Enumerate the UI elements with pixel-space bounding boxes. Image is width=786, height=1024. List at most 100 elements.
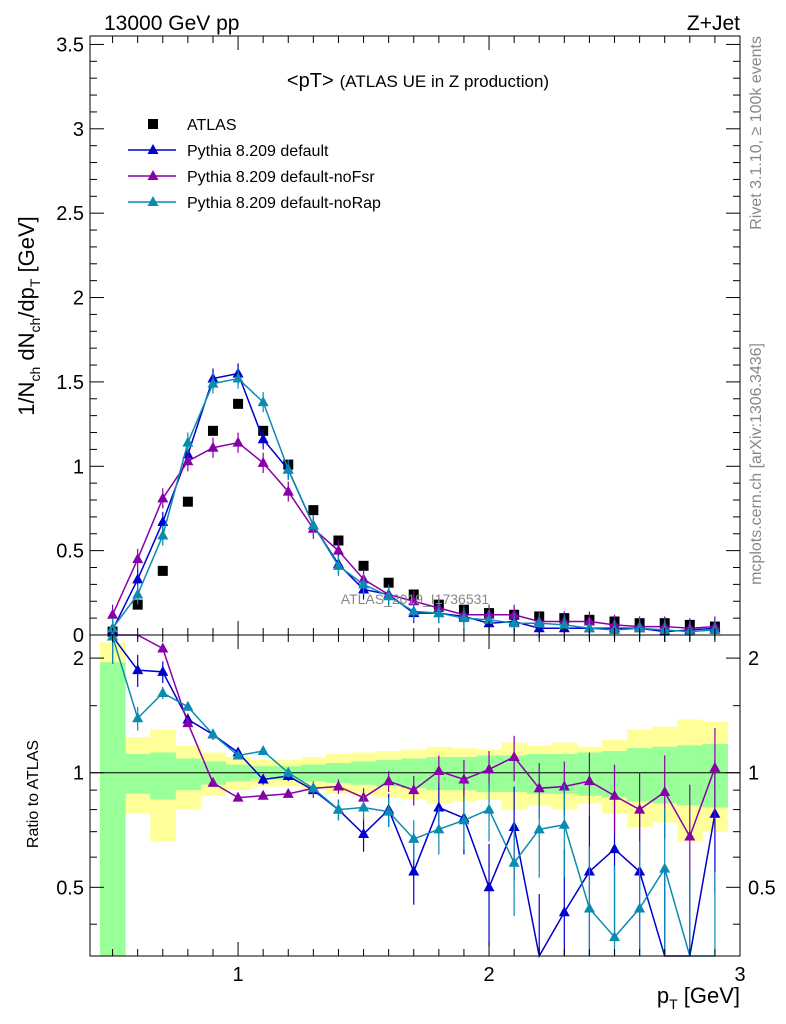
x-tick-label: 3 xyxy=(734,964,745,986)
series-point xyxy=(182,436,194,447)
series-point xyxy=(408,595,420,606)
uncertainty-band-green xyxy=(175,758,201,791)
series-point xyxy=(282,463,294,474)
main-y-tick-label: 2 xyxy=(73,288,84,310)
ratio-point xyxy=(609,789,621,800)
ratio-point xyxy=(207,728,219,739)
ratio-y-tick-label-right: 1 xyxy=(748,763,759,785)
ratio-point xyxy=(709,761,721,772)
ratio-point xyxy=(634,803,646,814)
ratio-point xyxy=(609,931,621,942)
ratio-point xyxy=(533,823,545,834)
atlas-data-point xyxy=(157,565,168,576)
ratio-point xyxy=(232,749,244,760)
series-point xyxy=(132,553,144,564)
ratio-point xyxy=(684,830,696,841)
series-point xyxy=(383,590,395,601)
series-point xyxy=(282,485,294,496)
ratio-point xyxy=(483,803,495,814)
legend-marker-triangle xyxy=(147,170,159,180)
legend-marker-triangle xyxy=(147,144,159,154)
series-point xyxy=(232,436,244,447)
series-point xyxy=(483,613,495,624)
ratio-point xyxy=(408,865,420,876)
series-point xyxy=(408,605,420,616)
ratio-point xyxy=(609,843,621,854)
series-point xyxy=(583,622,595,633)
ratio-point xyxy=(508,750,520,761)
ratio-point xyxy=(257,773,269,784)
ratio-point xyxy=(182,717,194,728)
ratio-point xyxy=(132,712,144,723)
ratio-y-tick-label-right: 0.5 xyxy=(748,877,776,899)
ratio-point xyxy=(132,664,144,675)
series-point xyxy=(433,607,445,618)
ratio-point xyxy=(182,700,194,711)
atlas-data-point xyxy=(182,496,193,507)
ratio-point xyxy=(307,782,319,793)
ratio-point xyxy=(634,902,646,913)
atlas-data-point xyxy=(383,577,394,588)
main-ylabel: 1/Nch dNch/dpT [GeV] xyxy=(14,216,43,416)
ratio-point xyxy=(659,785,671,796)
ratio-point xyxy=(257,745,269,756)
ratio-ylabel: Ratio to ATLAS xyxy=(25,740,42,848)
side-label-top: Rivet 3.1.10, ≥ 100k events xyxy=(748,36,765,230)
ratio-panel: 0.5 0.5 1 1 2 2 1 2 3 Ratio to ATLAS pT [GeV] xyxy=(25,630,776,1012)
main-y-tick-label: 0.5 xyxy=(56,541,84,563)
ratio-point xyxy=(533,782,545,793)
series-point xyxy=(257,433,269,444)
ratio-point xyxy=(558,818,570,829)
ratio-point xyxy=(583,775,595,786)
main-title-sub: (ATLAS UE in Z production) xyxy=(340,72,549,91)
ratio-point xyxy=(433,801,445,812)
ratio-point xyxy=(433,823,445,834)
header-left: 13000 GeV pp xyxy=(104,12,239,35)
series-point xyxy=(257,456,269,467)
series-point xyxy=(332,544,344,555)
ratio-point xyxy=(358,828,370,839)
ratio-point xyxy=(408,832,420,843)
series-point xyxy=(157,529,169,540)
ratio-point xyxy=(458,814,470,825)
series-point xyxy=(508,617,520,628)
series-point xyxy=(207,377,219,388)
main-y-tick-label: 0 xyxy=(73,625,84,647)
ratio-point xyxy=(383,775,395,786)
series-point xyxy=(634,622,646,633)
series-point xyxy=(132,588,144,599)
ratio-point xyxy=(157,642,169,653)
legend-marker-triangle xyxy=(147,196,159,206)
legend-label: ATLAS xyxy=(187,117,237,134)
series-point xyxy=(107,622,119,633)
atlas-data-point xyxy=(233,398,244,409)
ratio-frame xyxy=(89,634,741,957)
legend-marker-square xyxy=(148,119,158,129)
ratio-point xyxy=(659,862,671,873)
x-tick-label: 1 xyxy=(233,964,244,986)
series-point xyxy=(207,441,219,452)
ratio-point xyxy=(157,686,169,697)
ratio-point xyxy=(558,906,570,917)
ratio-point xyxy=(257,789,269,800)
atlas-data-point xyxy=(358,560,369,571)
atlas-data-point xyxy=(308,505,319,516)
series-point xyxy=(232,372,244,383)
series-point xyxy=(107,608,119,619)
watermark: ATLAS_2019_I1736531 xyxy=(341,591,490,607)
main-panel: 0 0.5 1 1.5 2 2.5 3 3.5 <pT> (ATLAS UE in Z prod… xyxy=(14,34,741,647)
main-title: <pT> (ATLAS UE in Z production) xyxy=(287,70,549,92)
main-y-tick-label: 3 xyxy=(73,119,84,141)
main-y-tick-label: 2.5 xyxy=(56,203,84,225)
ratio-point xyxy=(358,801,370,812)
main-y-tick-label: 3.5 xyxy=(56,34,84,56)
ratio-point xyxy=(583,902,595,913)
ratio-point xyxy=(282,787,294,798)
side-label-bottom: mcplots.cern.ch [arXiv:1306.3436] xyxy=(748,343,765,585)
main-title-main: <pT> xyxy=(287,70,334,92)
series-point xyxy=(307,519,319,530)
series-point xyxy=(257,396,269,407)
ratio-point xyxy=(332,803,344,814)
ratio-point xyxy=(383,805,395,816)
